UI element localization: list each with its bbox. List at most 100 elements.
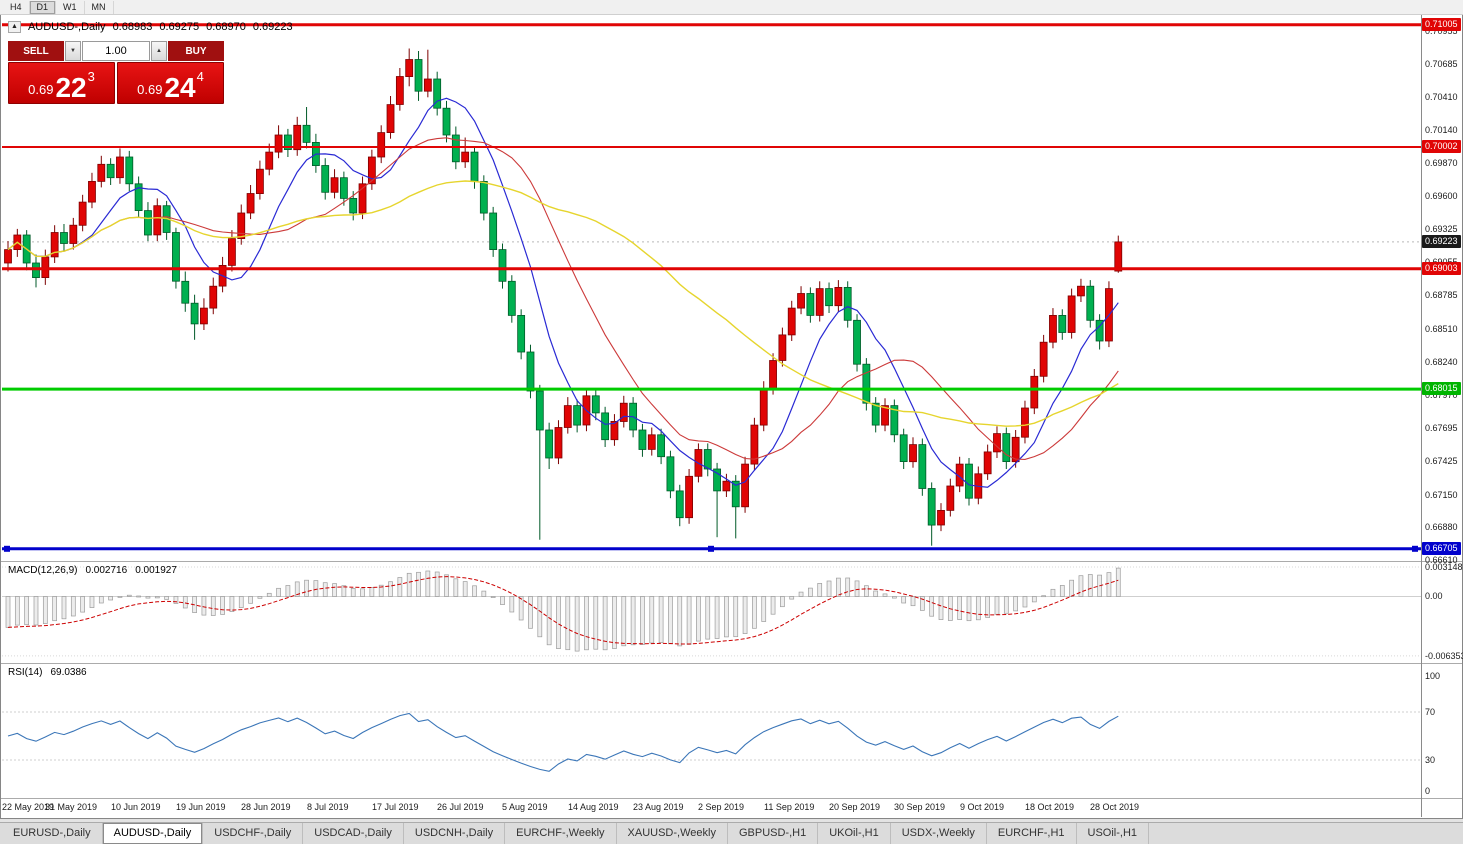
- macd-histogram-bar: [966, 596, 972, 622]
- date-label: 14 Aug 2019: [568, 802, 619, 812]
- macd-histogram-bar: [742, 596, 748, 634]
- macd-histogram-bar: [5, 596, 11, 628]
- date-label: 2 Sep 2019: [698, 802, 745, 812]
- macd-histogram-bar: [285, 585, 291, 597]
- candle: [116, 156, 124, 179]
- macd-pane[interactable]: [2, 562, 1421, 663]
- volume-decrease-button[interactable]: ▼: [65, 41, 81, 61]
- candle: [601, 412, 610, 441]
- macd-histogram-bar: [826, 580, 832, 597]
- pane-divider[interactable]: [1, 663, 1462, 664]
- macd-histogram-bar: [957, 596, 963, 620]
- buy-price-button[interactable]: 0.69 24 4: [117, 62, 224, 104]
- chart-tab-6[interactable]: EURCHF-,Weekly: [505, 823, 617, 844]
- chart-window: [0, 14, 1463, 819]
- chart-tab-10[interactable]: USDX-,Weekly: [891, 823, 987, 844]
- macd-histogram-bar: [649, 596, 655, 644]
- macd-histogram-bar: [798, 591, 804, 597]
- chart-tab-3[interactable]: USDCHF-,Daily: [203, 823, 304, 844]
- time-axis[interactable]: 22 May 2019 31 May 2019 10 Jun 2019 19 Jun …: [2, 799, 1421, 817]
- macd-histogram-bar: [378, 584, 384, 597]
- candle: [899, 434, 908, 462]
- candle: [209, 285, 218, 309]
- candle: [237, 212, 246, 240]
- price-chart-pane[interactable]: [2, 15, 1421, 561]
- line-handle[interactable]: [708, 545, 714, 552]
- chart-tab-7[interactable]: XAUUSD-,Weekly: [617, 823, 728, 844]
- timeframe-button-W1[interactable]: W1: [56, 0, 85, 14]
- candle: [815, 288, 824, 316]
- macd-histogram-bar: [565, 596, 571, 651]
- macd-histogram-bar: [1059, 585, 1065, 597]
- chart-tab-1[interactable]: EURUSD-,Daily: [2, 823, 103, 844]
- macd-histogram-bar: [453, 578, 459, 597]
- macd-histogram-bar: [108, 596, 113, 601]
- candle: [881, 405, 889, 426]
- candle: [423, 78, 432, 92]
- chart-tab-4[interactable]: USDCAD-,Daily: [303, 823, 404, 844]
- one-click-toggle-icon[interactable]: ▲: [8, 21, 21, 33]
- macd-histogram-bar: [1003, 596, 1009, 614]
- candle: [293, 124, 302, 151]
- rsi-value: 69.0386: [50, 667, 87, 678]
- chart-tab-5[interactable]: USDCNH-,Daily: [404, 823, 506, 844]
- chart-tab-12[interactable]: USOil-,H1: [1077, 823, 1150, 844]
- macd-histogram-bar: [882, 593, 888, 597]
- price-axis[interactable]: [1422, 15, 1462, 817]
- candle: [144, 210, 152, 236]
- candle: [181, 280, 190, 304]
- candle: [638, 429, 647, 450]
- candle: [909, 444, 917, 463]
- timeframe-button-H4[interactable]: H4: [3, 0, 30, 14]
- timeframe-button-MN[interactable]: MN: [85, 0, 114, 14]
- volume-input[interactable]: [82, 41, 150, 61]
- macd-histogram-bar: [24, 596, 30, 626]
- candle: [647, 434, 656, 450]
- timeframe-button-D1[interactable]: D1: [29, 0, 57, 14]
- macd-histogram-bar: [257, 596, 263, 599]
- rsi-pane[interactable]: [2, 664, 1421, 798]
- candle: [573, 405, 582, 426]
- candle: [806, 293, 815, 316]
- candle: [190, 302, 199, 325]
- buy-price-main: 0.69: [137, 82, 163, 97]
- macd-histogram-bar: [126, 594, 132, 597]
- sell-price-button[interactable]: 0.69 22 3: [8, 62, 115, 104]
- candle: [50, 232, 59, 258]
- macd-histogram-bar: [490, 596, 496, 598]
- chart-tab-9[interactable]: UKOil-,H1: [818, 823, 891, 844]
- macd-histogram-bar: [780, 596, 785, 608]
- macd-histogram-bar: [770, 596, 776, 615]
- macd-histogram-bar: [481, 590, 487, 597]
- candle: [955, 463, 964, 487]
- candle: [563, 405, 572, 428]
- sell-label[interactable]: SELL: [8, 41, 64, 61]
- chart-tab-8[interactable]: GBPUSD-,H1: [728, 823, 819, 844]
- macd-histogram-bar: [61, 596, 67, 620]
- macd-histogram-bar: [322, 582, 328, 597]
- price-axis-separator: [1421, 15, 1422, 817]
- candle: [731, 480, 740, 508]
- buy-label[interactable]: BUY: [168, 41, 224, 61]
- macd-histogram-bar: [808, 587, 813, 597]
- candle: [834, 286, 843, 307]
- candle: [489, 212, 498, 250]
- chart-tab-11[interactable]: EURCHF-,H1: [987, 823, 1077, 844]
- candle: [825, 288, 833, 307]
- candle: [442, 107, 451, 136]
- candle: [1067, 295, 1076, 333]
- macd-histogram-bar: [537, 596, 543, 638]
- line-handle[interactable]: [4, 545, 10, 552]
- pane-divider[interactable]: [1, 561, 1462, 562]
- macd-histogram-bar: [1106, 572, 1112, 597]
- chart-tab-2[interactable]: AUDUSD-,Daily: [102, 823, 204, 844]
- macd-histogram-bar: [752, 596, 757, 629]
- volume-increase-button[interactable]: ▲: [151, 41, 167, 61]
- macd-histogram-bar: [164, 596, 169, 600]
- candle: [339, 177, 348, 199]
- line-handle[interactable]: [1412, 545, 1418, 552]
- timeframe-toolbar: H4 D1 W1 MN: [0, 0, 1463, 14]
- macd-histogram-bar: [145, 596, 151, 599]
- macd-histogram-bar: [80, 596, 85, 613]
- macd-histogram-bar: [1013, 596, 1018, 612]
